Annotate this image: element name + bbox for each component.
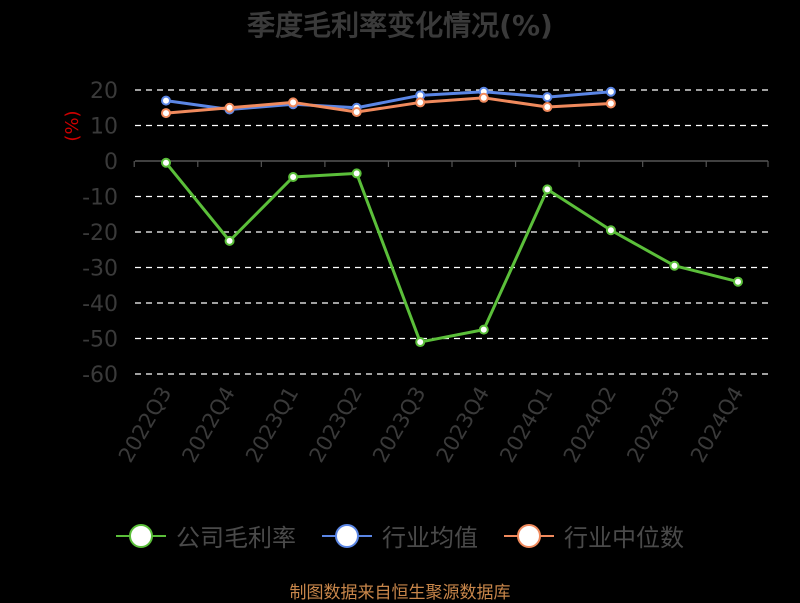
- x-tick-label: 2023Q1: [241, 383, 303, 467]
- data-point: [351, 107, 362, 118]
- y-tick-label: -50: [82, 328, 118, 353]
- legend: 公司毛利率 行业均值 行业中位数: [0, 518, 800, 553]
- data-point: [224, 102, 235, 113]
- data-point: [733, 276, 743, 287]
- data-point: [161, 95, 171, 106]
- data-point: [224, 235, 235, 246]
- data-point: [478, 92, 489, 103]
- grid-layer: [135, 89, 768, 375]
- y-tick-label: -30: [82, 257, 118, 282]
- legend-label: 行业中位数: [564, 524, 684, 552]
- data-point: [542, 102, 553, 113]
- legend-item[interactable]: 行业均值: [322, 518, 478, 553]
- legend-label: 公司毛利率: [176, 524, 296, 552]
- x-tick-label: 2023Q3: [368, 383, 430, 467]
- y-tick-label: -40: [82, 292, 118, 317]
- series-line: [164, 161, 739, 344]
- source-note: 制图数据来自恒生聚源数据库: [289, 583, 511, 603]
- legend-marker-icon: [322, 523, 372, 549]
- data-point: [161, 157, 171, 168]
- data-point: [605, 225, 616, 236]
- data-point: [288, 171, 299, 182]
- legend-item[interactable]: 行业中位数: [504, 518, 684, 553]
- data-point: [478, 324, 489, 335]
- data-point: [161, 108, 171, 119]
- x-tick-label: 2024Q2: [559, 383, 621, 467]
- series-line: [165, 96, 611, 115]
- data-point: [351, 168, 362, 179]
- series-layer: [161, 86, 743, 348]
- x-tick-label: 2022Q3: [114, 383, 176, 467]
- y-axis-label: (%): [62, 110, 83, 141]
- x-tick-label: 2024Q3: [622, 383, 684, 467]
- data-point: [415, 97, 426, 108]
- data-point: [542, 184, 553, 195]
- y-tick-label: -20: [82, 221, 118, 246]
- x-tick-label: 2022Q4: [177, 383, 239, 467]
- legend-marker-icon: [504, 523, 554, 549]
- series-3: [161, 92, 616, 119]
- y-tick-label: 20: [90, 79, 118, 104]
- x-tick-label: 2023Q2: [305, 383, 367, 467]
- legend-item[interactable]: 公司毛利率: [116, 518, 296, 553]
- y-tick-label: -10: [82, 186, 118, 211]
- data-point: [415, 337, 426, 348]
- y-tick-label: -60: [82, 363, 118, 388]
- x-tick-label: 2024Q4: [686, 383, 748, 467]
- data-point: [542, 92, 553, 103]
- x-tick-label: 2024Q1: [495, 383, 557, 467]
- y-tick-label: 10: [90, 115, 118, 140]
- series-1: [161, 157, 743, 348]
- data-point: [605, 98, 616, 109]
- data-point: [605, 86, 616, 97]
- x-tick-label: 2023Q4: [432, 383, 494, 467]
- series-line: [165, 90, 612, 112]
- chart-title: 季度毛利率变化情况(%): [247, 9, 553, 42]
- legend-marker-icon: [116, 523, 166, 549]
- data-point: [669, 260, 680, 271]
- y-tick-label: 0: [104, 150, 118, 175]
- data-point: [288, 97, 299, 108]
- legend-label: 行业均值: [382, 524, 478, 552]
